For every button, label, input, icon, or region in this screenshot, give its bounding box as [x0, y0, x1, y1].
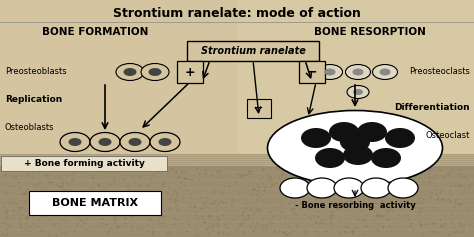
Text: Strontium ranelate: Strontium ranelate: [201, 46, 305, 56]
Ellipse shape: [315, 148, 345, 168]
Bar: [237, 0, 474, 237]
Text: + Bone forming activity: + Bone forming activity: [24, 159, 145, 168]
Bar: [0, 166, 474, 237]
Ellipse shape: [353, 89, 363, 95]
Ellipse shape: [318, 64, 343, 79]
FancyBboxPatch shape: [187, 41, 319, 61]
Ellipse shape: [329, 122, 359, 142]
Text: Differentiation: Differentiation: [394, 104, 470, 113]
Ellipse shape: [141, 64, 169, 81]
Ellipse shape: [301, 128, 331, 148]
Text: BONE RESORPTION: BONE RESORPTION: [314, 27, 426, 37]
Text: Preosteoblasts: Preosteoblasts: [5, 68, 67, 77]
Ellipse shape: [90, 132, 120, 151]
Ellipse shape: [150, 132, 180, 151]
FancyBboxPatch shape: [29, 191, 161, 215]
Ellipse shape: [148, 68, 162, 76]
Text: Osteoclast: Osteoclast: [426, 131, 470, 140]
Text: −: −: [307, 65, 317, 78]
Text: +: +: [185, 65, 195, 78]
Ellipse shape: [120, 132, 150, 151]
Ellipse shape: [69, 138, 82, 146]
Ellipse shape: [158, 138, 172, 146]
FancyBboxPatch shape: [1, 155, 167, 170]
Ellipse shape: [347, 86, 369, 99]
Ellipse shape: [340, 132, 370, 152]
Bar: [0, 154, 474, 166]
Ellipse shape: [388, 178, 418, 198]
FancyBboxPatch shape: [299, 61, 325, 83]
Text: BONE FORMATION: BONE FORMATION: [42, 27, 148, 37]
Ellipse shape: [361, 178, 391, 198]
Ellipse shape: [99, 138, 111, 146]
Ellipse shape: [371, 148, 401, 168]
Ellipse shape: [267, 110, 443, 186]
Ellipse shape: [124, 68, 137, 76]
Text: BONE MATRIX: BONE MATRIX: [52, 198, 138, 208]
Ellipse shape: [346, 64, 371, 79]
Ellipse shape: [60, 132, 90, 151]
Text: Replication: Replication: [5, 96, 62, 105]
Ellipse shape: [343, 145, 373, 165]
Text: - Bone resorbing  activity: - Bone resorbing activity: [295, 201, 415, 210]
Ellipse shape: [334, 178, 364, 198]
Ellipse shape: [353, 68, 364, 76]
Ellipse shape: [307, 178, 337, 198]
Text: Osteoblasts: Osteoblasts: [5, 123, 55, 132]
Text: −: −: [255, 103, 264, 113]
Ellipse shape: [380, 68, 391, 76]
Ellipse shape: [385, 128, 415, 148]
Text: Strontium ranelate: mode of action: Strontium ranelate: mode of action: [113, 6, 361, 19]
Ellipse shape: [116, 64, 144, 81]
FancyBboxPatch shape: [177, 61, 203, 83]
Ellipse shape: [357, 122, 387, 142]
Ellipse shape: [128, 138, 142, 146]
Ellipse shape: [373, 64, 398, 79]
Text: Preosteoclasts: Preosteoclasts: [409, 68, 470, 77]
FancyBboxPatch shape: [247, 99, 271, 118]
Ellipse shape: [325, 68, 336, 76]
Ellipse shape: [280, 178, 310, 198]
